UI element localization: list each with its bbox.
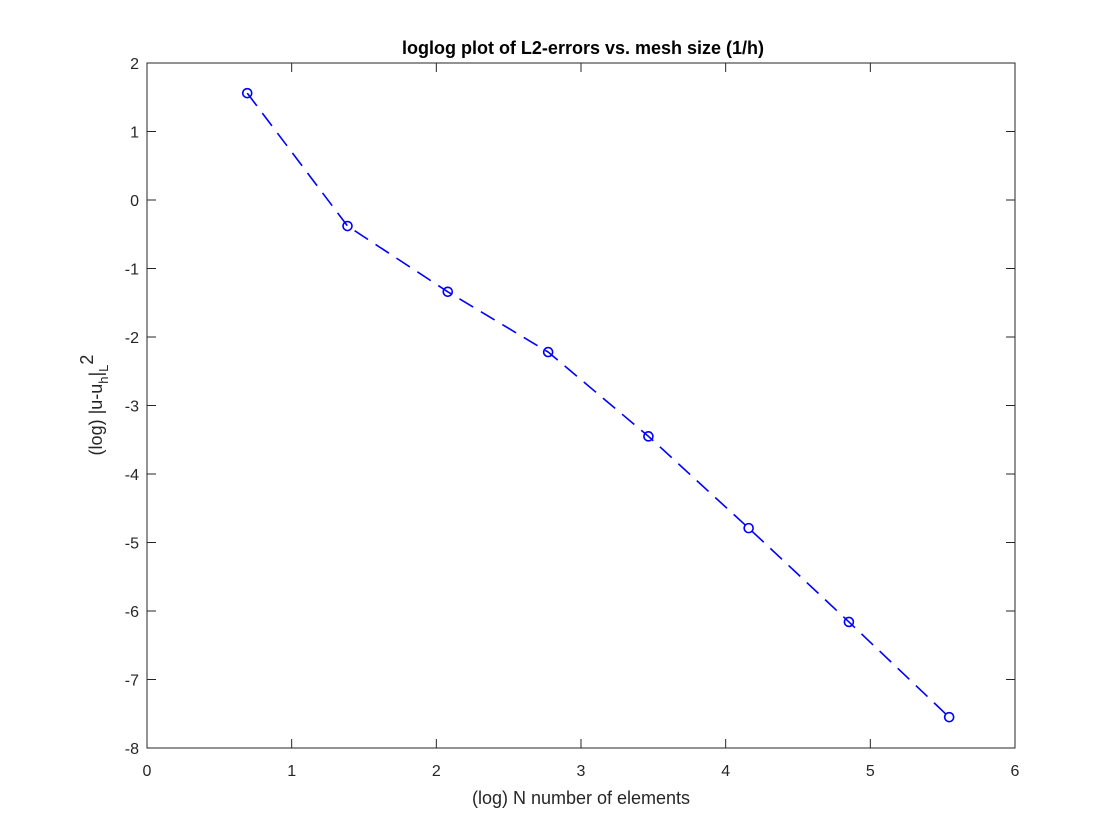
x-tick-label: 0 [143, 763, 152, 780]
series-line [246, 92, 950, 718]
y-tick-label: -7 [125, 673, 139, 690]
x-tick-label: 5 [866, 763, 875, 780]
y-axis-label-prefix: (log) |u-u [86, 384, 106, 456]
data-point-marker [542, 346, 554, 358]
x-ticks: 0 1 2 3 4 5 6 [143, 63, 1020, 780]
x-tick-label: 1 [287, 763, 296, 780]
y-axis-label-sub-L: L [96, 365, 111, 372]
x-tick-label: 4 [721, 763, 730, 780]
y-tick-label: -5 [125, 536, 139, 553]
y-tick-label: 1 [130, 125, 139, 142]
y-axis-label-bar: | [86, 372, 106, 377]
x-tick-label: 3 [577, 763, 586, 780]
y-tick-label: -4 [125, 467, 139, 484]
data-point-marker [743, 522, 754, 534]
x-tick-label: 6 [1011, 763, 1020, 780]
y-tick-label: -8 [125, 741, 139, 758]
data-point-marker [843, 616, 855, 628]
y-tick-label: 0 [130, 193, 139, 210]
data-point-marker [643, 431, 654, 442]
y-axis-label-sup-2: 2 [77, 355, 97, 365]
y-tick-label: 2 [130, 56, 139, 73]
data-point-marker [442, 286, 454, 298]
data-point-marker [342, 220, 353, 232]
y-axis-label-sub-h: h [96, 377, 111, 384]
x-tick-label: 2 [432, 763, 441, 780]
axes-box [146, 62, 1016, 749]
y-tick-label: -3 [125, 399, 139, 416]
data-point-marker [943, 711, 955, 723]
y-axis-label: (log) |u-uh|L2 [77, 355, 111, 456]
y-ticks: -8 -7 -6 -5 -4 -3 -2 -1 0 1 2 [125, 56, 1015, 758]
y-tick-label: -2 [125, 330, 139, 347]
x-axis-label: (log) N number of elements [472, 788, 690, 808]
plot-area: 0 1 2 3 4 5 6 -8 -7 -6 -5 -4 -3 -2 -1 0 1 2 [125, 56, 1020, 780]
y-tick-label: -6 [125, 604, 139, 621]
y-tick-label: -1 [125, 262, 139, 279]
chart-title: loglog plot of L2-errors vs. mesh size (… [402, 38, 764, 58]
series-layer [241, 87, 955, 723]
data-point-marker [241, 87, 253, 99]
